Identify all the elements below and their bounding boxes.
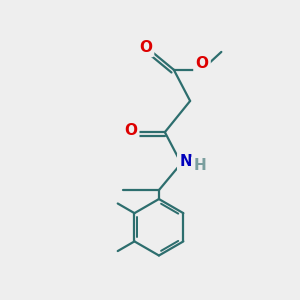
Text: O: O — [196, 56, 208, 71]
Text: N: N — [179, 154, 192, 169]
Text: O: O — [124, 123, 137, 138]
Text: O: O — [139, 40, 152, 55]
Text: H: H — [193, 158, 206, 173]
